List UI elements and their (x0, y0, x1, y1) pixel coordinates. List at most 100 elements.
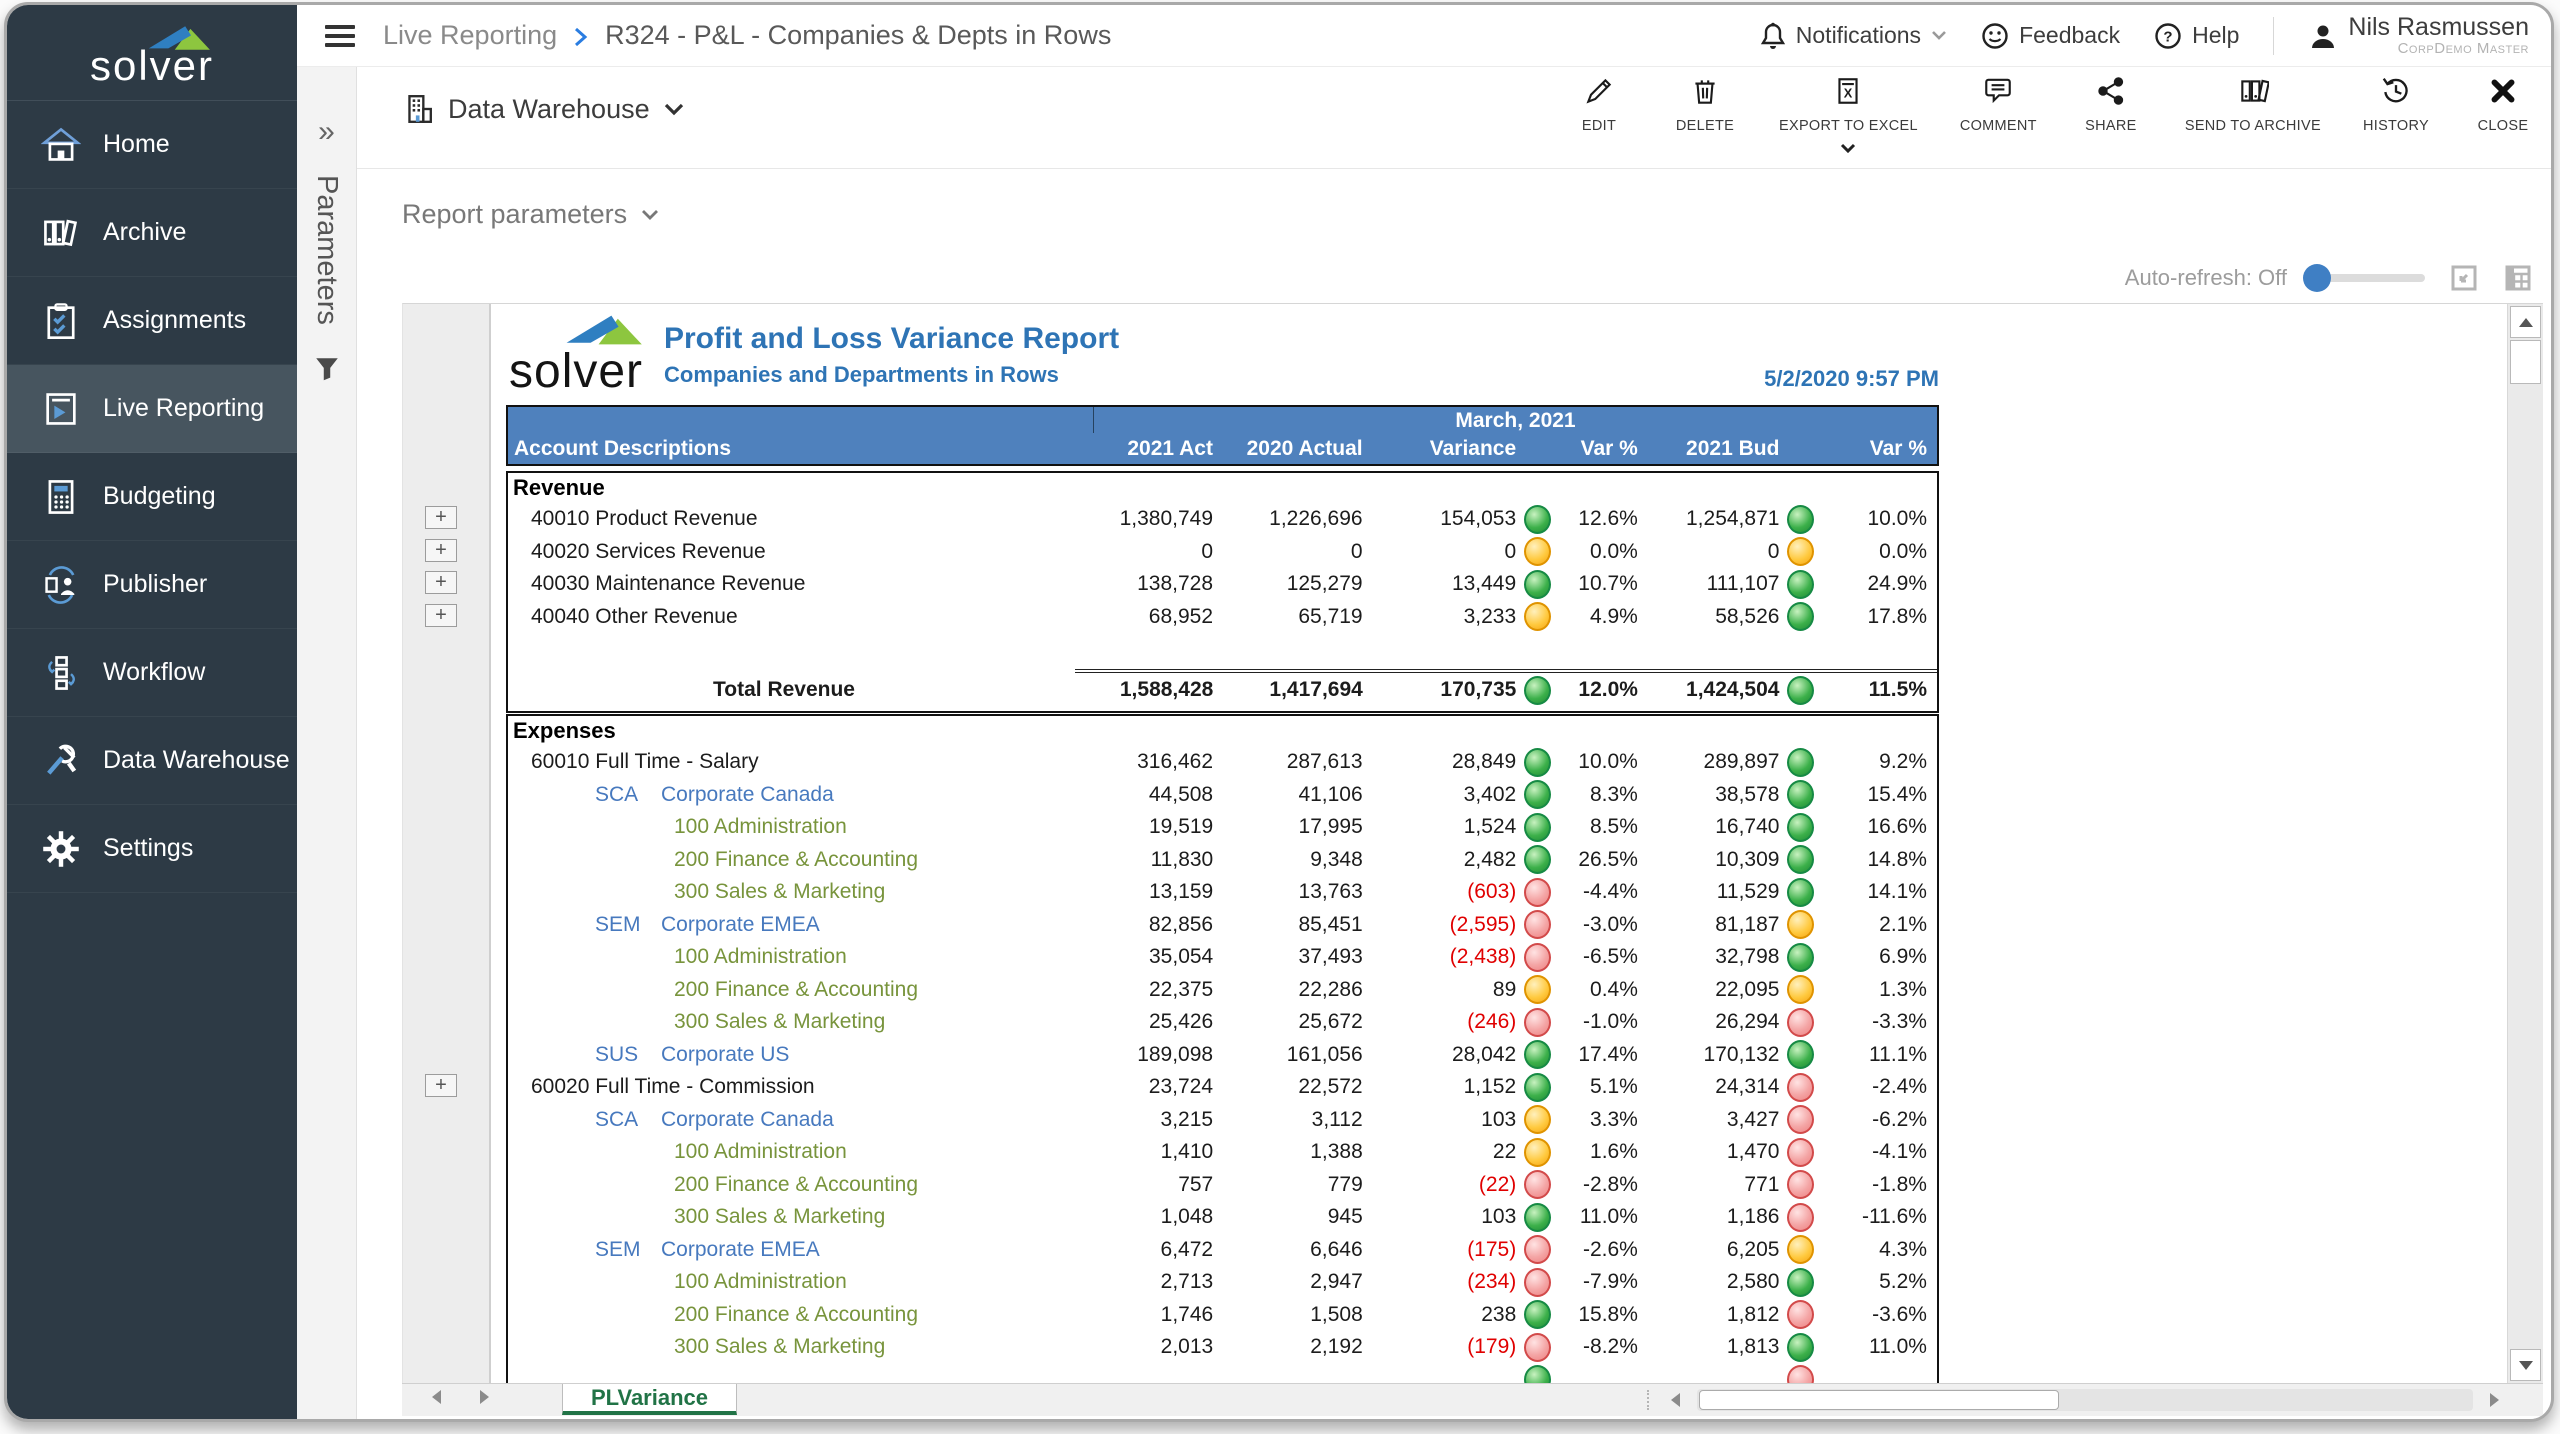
notifications-button[interactable]: Notifications (1760, 22, 1947, 50)
entity-code[interactable]: SUS (595, 1043, 661, 1067)
expand-row-button[interactable]: + (425, 1074, 457, 1097)
scroll-down-button[interactable] (2510, 1349, 2541, 1381)
sidebar-item-data-warehouse[interactable]: Data Warehouse (7, 717, 297, 805)
sidebar-item-live-reporting[interactable]: Live Reporting (7, 365, 297, 453)
entity-name[interactable]: Corporate Canada (661, 783, 834, 806)
entity-code[interactable]: SCA (595, 783, 661, 807)
cell-value: 1,524 (1369, 815, 1519, 839)
prev-sheet-icon[interactable] (432, 1390, 441, 1404)
send-to-archive-button[interactable]: SEND TO ARCHIVE (2185, 75, 2321, 158)
table-row: Total Revenue1,588,4281,417,694170,73512… (508, 669, 1937, 711)
sidebar-item-assignments[interactable]: Assignments (7, 277, 297, 365)
horizontal-scroll-thumb[interactable] (1699, 1390, 2059, 1410)
entity-name[interactable]: Corporate EMEA (661, 1238, 820, 1261)
sidebar-item-archive[interactable]: Archive (7, 189, 297, 277)
cell-value: 28,849 (1369, 750, 1519, 774)
autorefresh-row: Auto-refresh: Off (2125, 263, 2533, 293)
cell-value: -6.2% (1819, 1108, 1937, 1132)
data-source-dropdown[interactable]: Data Warehouse (402, 93, 684, 125)
expand-parameters-icon[interactable]: » (318, 115, 335, 149)
share-button[interactable]: SHARE (2079, 75, 2143, 158)
account-description[interactable]: 200 Finance & Accounting (508, 1303, 1095, 1327)
entity-code[interactable]: SEM (595, 1238, 661, 1262)
grid-view-icon[interactable] (2503, 263, 2533, 293)
cell-value: 68,952 (1094, 605, 1221, 629)
scroll-left-button[interactable] (1662, 1388, 1688, 1412)
expand-report-icon[interactable] (2449, 263, 2479, 293)
account-description[interactable]: 100 Administration (508, 1140, 1095, 1164)
edit-button[interactable]: EDIT (1567, 75, 1631, 158)
close-icon (2487, 75, 2519, 112)
report-logo-mountain-icon (565, 314, 645, 346)
table-row: 100 Administration19,51917,9951,5248.5%1… (508, 811, 1937, 844)
sidebar-item-budgeting[interactable]: Budgeting (7, 453, 297, 541)
account-description[interactable]: 100 Administration (508, 815, 1095, 839)
expand-row-button[interactable]: + (425, 604, 457, 627)
cell-value: 85,451 (1221, 913, 1369, 937)
entity-name[interactable]: Corporate EMEA (661, 913, 820, 936)
account-description[interactable]: 300 Sales & Marketing (508, 1335, 1095, 1359)
budget-indicator-yellow (1787, 1235, 1814, 1264)
settings-icon (41, 829, 81, 869)
autorefresh-knob[interactable] (2303, 264, 2331, 292)
vertical-scroll-thumb[interactable] (2510, 340, 2541, 384)
autorefresh-toggle[interactable] (2305, 274, 2425, 282)
scroll-right-button[interactable] (2481, 1388, 2507, 1412)
scrollbar-divider (1647, 1390, 1649, 1410)
scroll-up-button[interactable] (2510, 306, 2541, 338)
horizontal-scrollbar[interactable] (1697, 1389, 2473, 1411)
cell-value: 89 (1369, 978, 1519, 1002)
account-description[interactable]: 300 Sales & Marketing (508, 1205, 1095, 1229)
delete-button[interactable]: DELETE (1673, 75, 1737, 158)
data-warehouse-icon (41, 741, 81, 781)
cell-value: 35,054 (1095, 945, 1222, 969)
comment-button[interactable]: COMMENT (1960, 75, 2037, 158)
user-menu[interactable]: Nils Rasmussen CorpDemo Master (2308, 14, 2529, 57)
table-row: 60010 Full Time - Salary316,462287,61328… (508, 746, 1937, 779)
account-description[interactable]: 200 Finance & Accounting (508, 1173, 1095, 1197)
sheet-tab-plvariance[interactable]: PLVariance (562, 1384, 737, 1415)
edit-icon (1583, 75, 1615, 112)
help-button[interactable]: ? Help (2154, 22, 2239, 50)
column-header-var: Var % (1819, 437, 1937, 461)
vertical-scrollbar[interactable] (2507, 304, 2543, 1383)
table-row: 40030 Maintenance Revenue138,728125,2791… (508, 568, 1937, 601)
smiley-icon (1981, 22, 2009, 50)
expand-row-button[interactable]: + (425, 506, 457, 529)
report-parameters-toggle[interactable]: Report parameters (402, 199, 659, 230)
close-button[interactable]: CLOSE (2471, 75, 2535, 158)
account-description[interactable]: 300 Sales & Marketing (508, 880, 1095, 904)
sidebar-item-home[interactable]: Home (7, 101, 297, 189)
account-description[interactable]: 100 Administration (508, 1270, 1095, 1294)
entity-name[interactable]: Corporate Canada (661, 1108, 834, 1131)
breadcrumb-section[interactable]: Live Reporting (383, 20, 557, 51)
menu-icon[interactable] (325, 25, 355, 47)
parameters-tab[interactable]: Parameters (310, 175, 343, 325)
expand-row-button[interactable]: + (425, 571, 457, 594)
entity-name[interactable]: Corporate US (661, 1043, 789, 1066)
column-header-account-descriptions: Account Descriptions (508, 437, 1094, 461)
sidebar-item-settings[interactable]: Settings (7, 805, 297, 893)
budget-indicator-green (1787, 845, 1814, 874)
account-description[interactable]: 300 Sales & Marketing (508, 1010, 1095, 1034)
cell-value: 1,508 (1221, 1303, 1369, 1327)
next-sheet-icon[interactable] (480, 1390, 489, 1404)
entity-code[interactable]: SEM (595, 913, 661, 937)
feedback-button[interactable]: Feedback (1981, 22, 2120, 50)
account-description[interactable]: 200 Finance & Accounting (508, 978, 1095, 1002)
entity-code[interactable]: SCA (595, 1108, 661, 1132)
sidebar-item-label: Assignments (103, 306, 246, 335)
report-timestamp: 5/2/2020 9:57 PM (506, 366, 1939, 392)
sidebar-item-publisher[interactable]: Publisher (7, 541, 297, 629)
cell-value: 22,095 (1646, 978, 1782, 1002)
sidebar-item-workflow[interactable]: Workflow (7, 629, 297, 717)
account-description[interactable]: 200 Finance & Accounting (508, 848, 1095, 872)
export-to-excel-button[interactable]: XEXPORT TO EXCEL (1779, 75, 1918, 158)
cell-value: 12.6% (1556, 507, 1646, 531)
history-button[interactable]: HISTORY (2363, 75, 2429, 158)
account-description[interactable]: 100 Administration (508, 945, 1095, 969)
filter-icon[interactable] (313, 355, 341, 383)
account-description: 40020 Services Revenue (508, 540, 1094, 564)
budget-indicator-green (1787, 748, 1814, 777)
expand-row-button[interactable]: + (425, 539, 457, 562)
